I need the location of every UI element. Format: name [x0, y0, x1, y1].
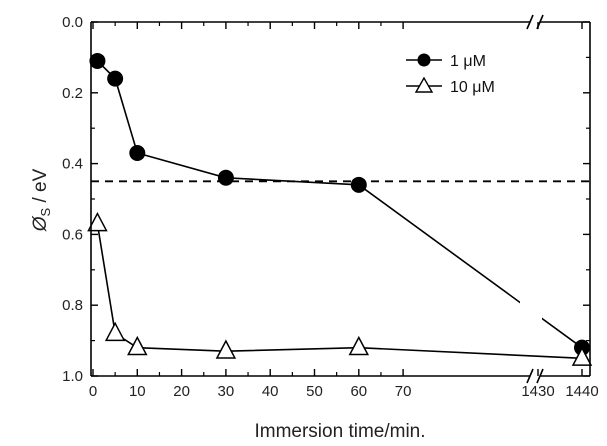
- data-point-triangle: [348, 335, 370, 356]
- data-point-circle: [217, 169, 234, 186]
- x-tick-label: 60: [350, 383, 367, 400]
- legend-label: 10 μM: [450, 79, 495, 96]
- axis-break-mark: [536, 368, 544, 384]
- y-axis-title-unit: / eV: [30, 168, 51, 207]
- y-axis-title-symbol: Ø: [30, 215, 51, 232]
- y-tick-label: 0.0: [62, 14, 83, 31]
- data-point-circle: [107, 70, 124, 87]
- axis-break-mark: [526, 14, 534, 30]
- x-tick-label: 10: [129, 383, 146, 400]
- x-axis-title: Immersion time/min.: [254, 421, 425, 442]
- y-tick-label: 0.6: [62, 226, 83, 243]
- y-axis-title-subscript: S: [38, 207, 53, 216]
- data-point-circle: [89, 52, 106, 69]
- x-tick-label: 20: [173, 383, 190, 400]
- series-line: [96, 223, 583, 360]
- x-tick-label: 70: [395, 383, 412, 400]
- data-point-triangle: [87, 211, 108, 232]
- axes-group: 0.0 0.2 0.4 0.6 0.8 1.0 0 10 20 30 40 50 60 70 1430 144…: [62, 14, 599, 400]
- legend: 1 μM 10 μM: [390, 36, 560, 116]
- x-tick-label: 50: [306, 383, 323, 400]
- x-tick-label: 1440: [565, 383, 598, 400]
- x-tick-label: 40: [262, 383, 279, 400]
- data-point-circle: [129, 144, 146, 161]
- series-group: [87, 52, 593, 366]
- axis-break-mark: [526, 368, 534, 384]
- x-tick-label: 30: [218, 383, 235, 400]
- data-point-triangle: [571, 346, 593, 366]
- break-gap: [520, 250, 542, 350]
- y-tick-label: 0.8: [62, 297, 83, 314]
- data-point-triangle: [104, 321, 126, 342]
- data-point-triangle: [127, 335, 148, 356]
- data-point-triangle: [215, 339, 237, 359]
- data-point-circle: [350, 176, 367, 193]
- x-tick-label: 1430: [521, 383, 554, 400]
- x-tick-label: 0: [89, 383, 97, 400]
- legend-label: 1 μM: [450, 53, 486, 70]
- y-axis-title: ØS / eV: [30, 168, 53, 232]
- legend-box: [390, 36, 560, 116]
- y-tick-label: 1.0: [62, 368, 83, 385]
- y-tick-label: 0.4: [62, 156, 83, 173]
- legend-marker-circle: [417, 53, 431, 67]
- y-tick-label: 0.2: [62, 85, 83, 102]
- legend-marker-triangle: [414, 76, 434, 93]
